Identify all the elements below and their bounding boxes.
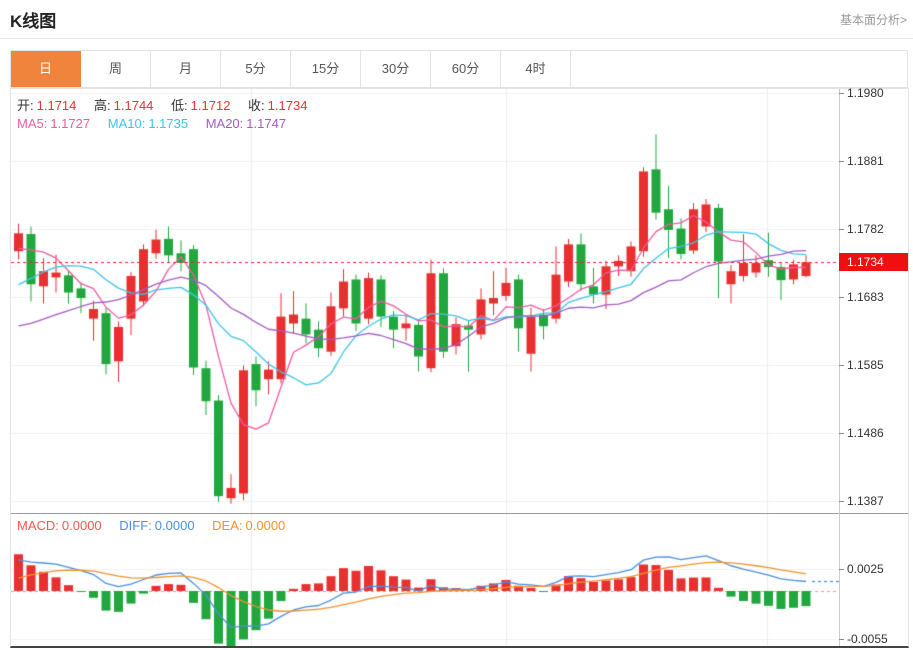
price-axis-tick bbox=[839, 297, 844, 298]
fundamental-analysis-link[interactable]: 基本面分析> bbox=[839, 13, 907, 27]
price-axis-tick bbox=[839, 161, 844, 162]
tab-5min[interactable]: 5分 bbox=[221, 51, 291, 87]
dea-value: 0.0000 bbox=[245, 518, 286, 533]
price-axis-label: 1.1387 bbox=[847, 494, 884, 508]
diff-value: 0.0000 bbox=[154, 518, 195, 533]
price-axis-label: 1.1782 bbox=[847, 222, 884, 236]
tab-week[interactable]: 周 bbox=[81, 51, 151, 87]
current-price-badge: 1.1734 bbox=[839, 253, 908, 271]
price-axis-label: 1.1486 bbox=[847, 426, 884, 440]
macd-label: MACD: bbox=[17, 518, 59, 533]
macd-axis-label: -0.0055 bbox=[847, 632, 888, 646]
price-axis-tick bbox=[839, 229, 844, 230]
close-value: 1.1734 bbox=[267, 98, 308, 113]
high-label: 高: bbox=[94, 98, 111, 113]
panel-separator bbox=[11, 513, 908, 514]
ma5-value: 1.1727 bbox=[50, 116, 91, 131]
tab-day[interactable]: 日 bbox=[11, 51, 81, 87]
tab-15min[interactable]: 15分 bbox=[291, 51, 361, 87]
price-axis-label: 1.1881 bbox=[847, 154, 884, 168]
ma10-value: 1.1735 bbox=[148, 116, 189, 131]
low-label: 低: bbox=[171, 98, 188, 113]
close-label: 收: bbox=[248, 98, 265, 113]
ma-readout: MA5: 1.1727 MA10: 1.1735 MA20: 1.1747 bbox=[17, 116, 289, 131]
header-divider bbox=[0, 38, 913, 39]
page-title: K线图 bbox=[10, 12, 57, 31]
ma5-label: MA5: bbox=[17, 116, 48, 131]
open-label: 开: bbox=[17, 98, 34, 113]
open-value: 1.1714 bbox=[36, 98, 77, 113]
tab-4hour[interactable]: 4时 bbox=[501, 51, 571, 87]
tab-30min[interactable]: 30分 bbox=[361, 51, 431, 87]
macd-chart-canvas[interactable] bbox=[11, 514, 839, 646]
macd-readout: MACD: 0.0000 DIFF: 0.0000 DEA: 0.0000 bbox=[17, 518, 288, 533]
ma10-label: MA10: bbox=[107, 116, 146, 131]
low-value: 1.1712 bbox=[190, 98, 231, 113]
price-axis-line bbox=[839, 89, 840, 646]
tab-month[interactable]: 月 bbox=[151, 51, 221, 87]
macd-axis-tick bbox=[839, 639, 844, 640]
timeframe-tabbar: 日 周 月 5分 15分 30分 60分 4时 bbox=[10, 50, 908, 88]
ma20-label: MA20: bbox=[205, 116, 244, 131]
dea-label: DEA: bbox=[212, 518, 243, 533]
price-axis-label: 1.1683 bbox=[847, 290, 884, 304]
price-axis-tick bbox=[839, 433, 844, 434]
macd-value: 0.0000 bbox=[61, 518, 102, 533]
main-chart-canvas[interactable] bbox=[11, 89, 839, 513]
macd-axis-tick bbox=[839, 569, 844, 570]
price-axis-tick bbox=[839, 501, 844, 502]
price-axis-tick bbox=[839, 365, 844, 366]
price-axis-label: 1.1980 bbox=[847, 86, 884, 100]
diff-label: DIFF: bbox=[119, 518, 152, 533]
ma20-value: 1.1747 bbox=[246, 116, 287, 131]
macd-axis-label: 0.0025 bbox=[847, 562, 884, 576]
high-value: 1.1744 bbox=[113, 98, 154, 113]
price-axis-label: 1.1585 bbox=[847, 358, 884, 372]
price-axis-tick bbox=[839, 93, 844, 94]
ohlc-readout: 开: 1.1714 高: 1.1744 低: 1.1712 收: 1.1734 bbox=[17, 95, 310, 114]
chart-container: 开: 1.1714 高: 1.1744 低: 1.1712 收: 1.1734 MA5:… bbox=[10, 86, 909, 648]
tab-60min[interactable]: 60分 bbox=[431, 51, 501, 87]
